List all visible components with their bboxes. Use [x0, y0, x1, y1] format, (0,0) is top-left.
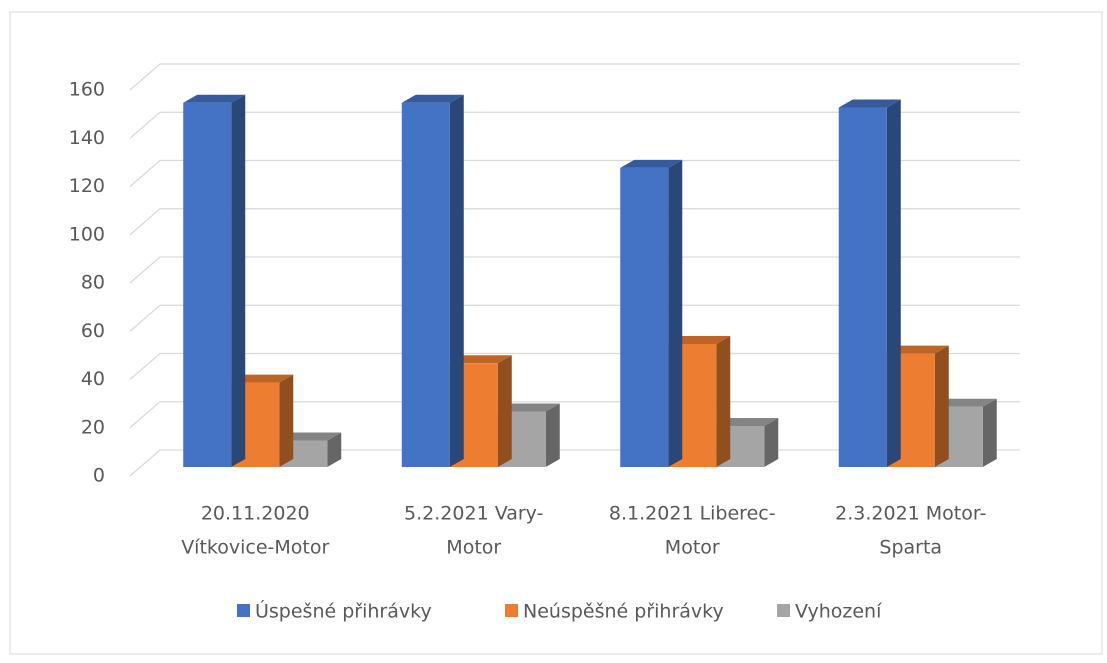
grid-line — [129, 401, 1020, 429]
x-tick-label: 2.3.2021 Motor- — [835, 503, 986, 525]
grid-line — [129, 63, 1020, 91]
legend-swatch — [777, 604, 790, 617]
bar-side — [449, 94, 464, 468]
bar-side — [716, 335, 731, 467]
y-tick-label: 80 — [81, 272, 105, 294]
bar-top — [279, 432, 342, 441]
grid-line — [129, 208, 1020, 236]
x-tick-label: 8.1.2021 Liberec- — [609, 503, 776, 525]
bar-side — [279, 374, 294, 467]
x-tick-label: 20.11.2020 — [201, 503, 310, 525]
bar — [279, 432, 342, 467]
bar-top — [231, 374, 294, 383]
bar — [401, 94, 464, 468]
bar-top — [620, 159, 683, 168]
grid-line — [129, 256, 1020, 284]
x-tick-label: Motor — [665, 537, 720, 559]
bar-top — [934, 398, 997, 407]
grid-line — [129, 352, 1020, 380]
bar-top — [716, 417, 779, 426]
y-tick-label: 120 — [69, 175, 105, 197]
bar-top — [401, 94, 464, 103]
y-tick-label: 40 — [81, 368, 105, 390]
bar-top — [668, 335, 731, 344]
y-tick-label: 100 — [69, 223, 105, 245]
bar-top — [886, 345, 949, 354]
y-tick-label: 0 — [93, 465, 105, 487]
bar-side — [668, 159, 683, 467]
x-tick-label: Motor — [446, 537, 501, 559]
bar-top — [838, 99, 901, 108]
y-tick-label: 60 — [81, 320, 105, 342]
bar-top — [449, 355, 512, 364]
bar-side — [327, 432, 342, 467]
legend-label: Úspešné přihrávky — [255, 599, 432, 623]
bar-front — [401, 102, 450, 468]
legend-label: Neúspěšné přihrávky — [523, 601, 724, 623]
bar-side — [934, 345, 949, 467]
bar-top — [183, 94, 246, 103]
x-tick-label: Vítkovice-Motor — [181, 537, 329, 559]
bar-side — [764, 417, 779, 467]
bar-front — [620, 167, 669, 467]
bar-side — [497, 355, 512, 467]
y-tick-label: 20 — [81, 416, 105, 438]
y-tick-label: 160 — [69, 79, 105, 101]
grid-line — [129, 159, 1020, 187]
bar — [838, 99, 901, 467]
legend-swatch — [505, 604, 518, 617]
bar-side — [545, 403, 560, 467]
bar-side — [982, 398, 997, 467]
bar — [497, 403, 560, 467]
x-tick-label: Sparta — [879, 537, 942, 559]
y-tick-label: 140 — [69, 127, 105, 149]
bar-side — [886, 99, 901, 467]
bar-top — [497, 403, 560, 412]
bar-front — [183, 102, 232, 468]
bar — [183, 94, 246, 468]
legend-swatch — [237, 604, 250, 617]
bar-side — [231, 94, 246, 468]
legend-label: Vyhození — [795, 601, 882, 623]
x-tick-label: 5.2.2021 Vary- — [404, 503, 543, 525]
grid-line — [129, 304, 1020, 332]
bar-front — [838, 107, 887, 467]
bar — [620, 159, 683, 467]
grid-line — [129, 111, 1020, 139]
